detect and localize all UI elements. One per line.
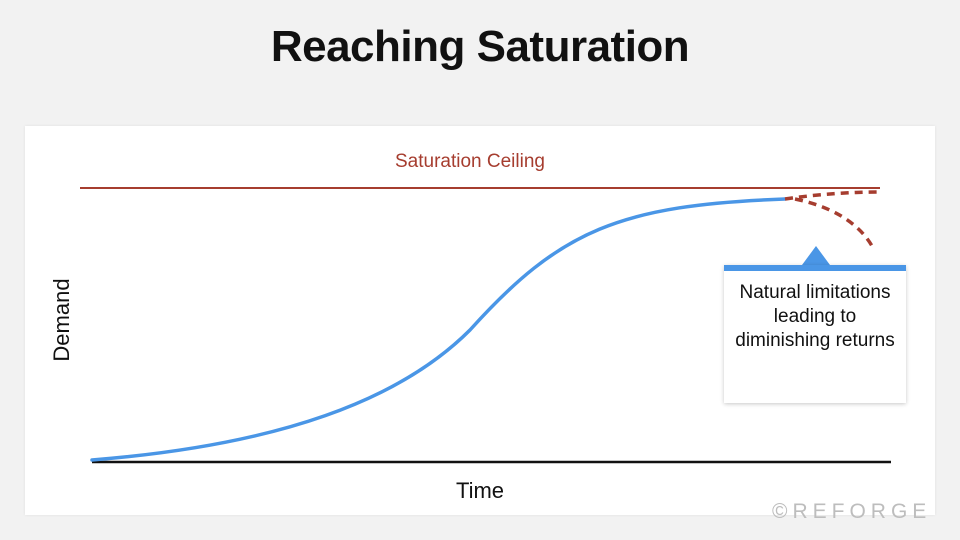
callout-text: Natural limitations leading to diminishi… bbox=[735, 282, 895, 351]
dashed-projection-flat bbox=[784, 190, 883, 201]
y-axis-label: Demand bbox=[49, 278, 74, 362]
dashed-projection-decline bbox=[794, 197, 874, 247]
s-curve bbox=[90, 197, 787, 462]
callout-box: Natural limitations leading to diminishi… bbox=[724, 265, 906, 403]
saturation-ceiling-label: Saturation Ceiling bbox=[395, 151, 545, 172]
slide-title: Reaching Saturation bbox=[270, 22, 690, 71]
callout-pointer-icon bbox=[802, 246, 830, 265]
reforge-watermark: ©REFORGE bbox=[772, 500, 932, 523]
x-axis-label: Time bbox=[455, 478, 505, 503]
